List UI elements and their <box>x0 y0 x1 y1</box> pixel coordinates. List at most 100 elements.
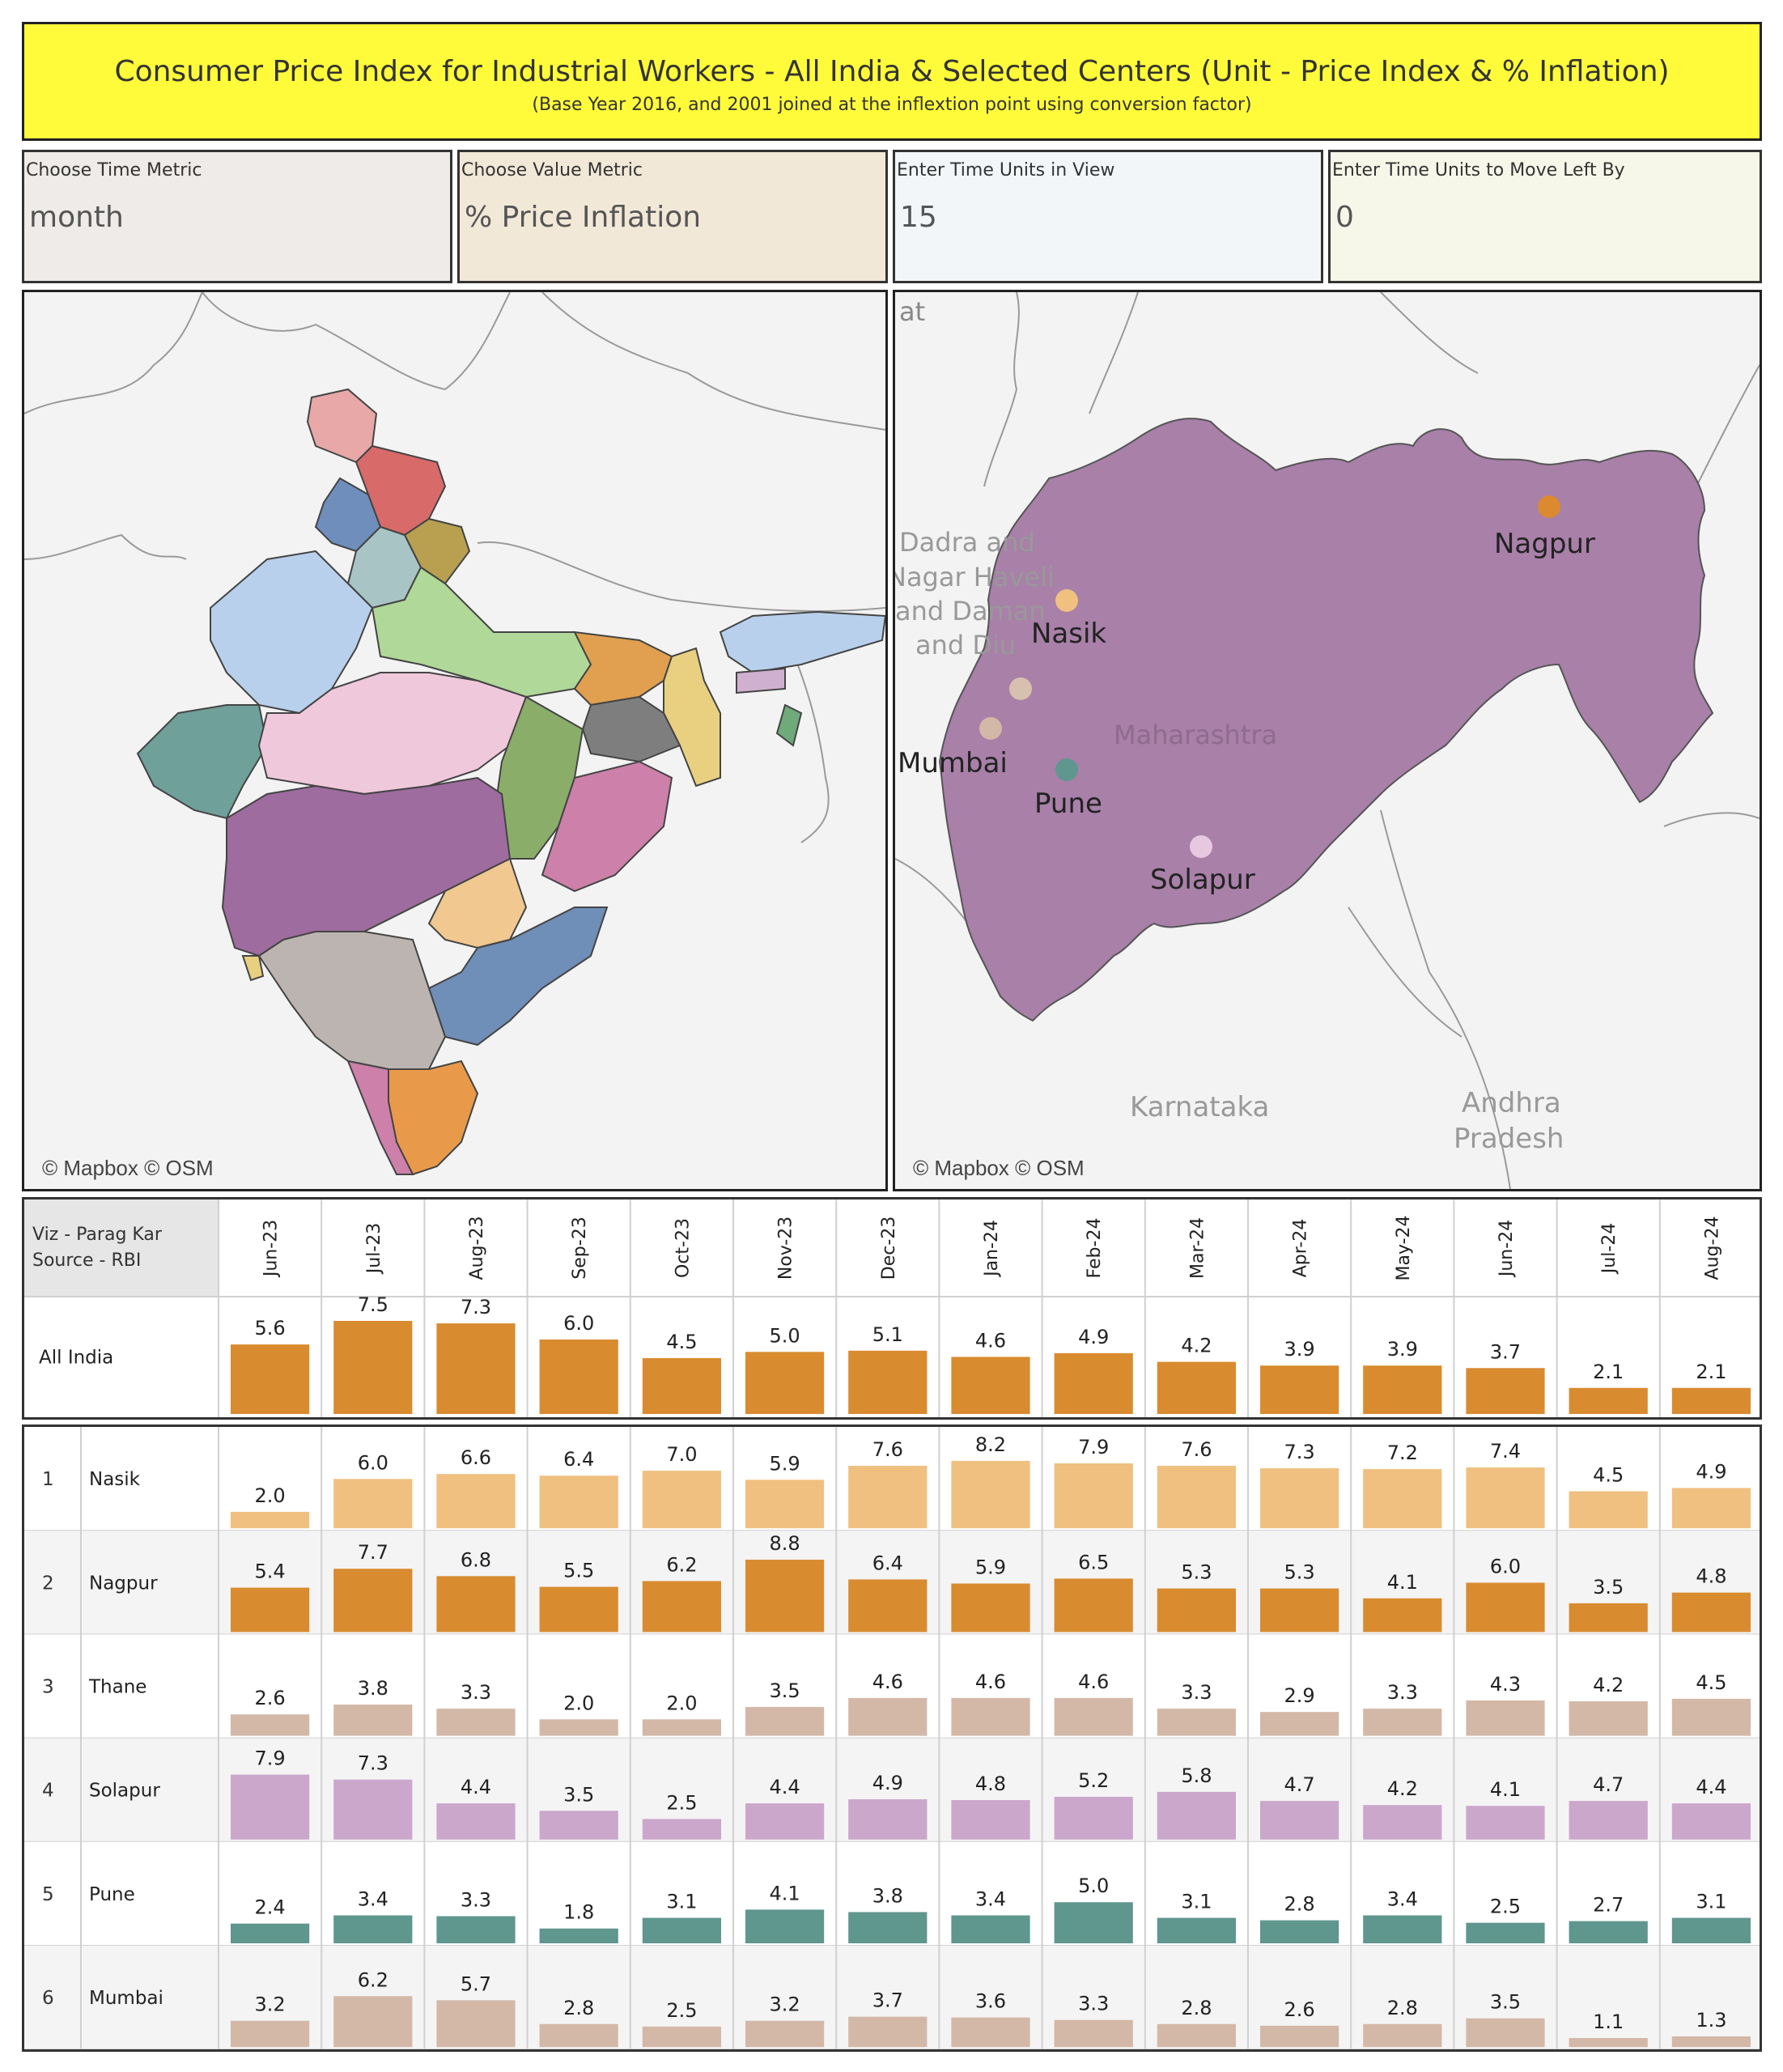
city-dot-mumbai[interactable] <box>979 717 1002 740</box>
india-map[interactable]: © Mapbox © OSM <box>22 290 888 1191</box>
city-dot-thane[interactable] <box>1009 677 1032 700</box>
bar-nasik[interactable] <box>1054 1463 1133 1529</box>
bar-solapur[interactable] <box>436 1803 516 1840</box>
bar-nasik[interactable] <box>951 1460 1030 1529</box>
bar-pune[interactable] <box>951 1915 1030 1943</box>
bar-thane[interactable] <box>951 1697 1030 1736</box>
bar-solapur[interactable] <box>1260 1801 1339 1840</box>
bar-solapur[interactable] <box>1157 1791 1236 1840</box>
bar-nasik[interactable] <box>1569 1491 1648 1529</box>
bar-thane[interactable] <box>539 1719 618 1736</box>
bar-nagpur[interactable] <box>539 1586 618 1633</box>
bar-solapur[interactable] <box>848 1799 928 1840</box>
bar-pune[interactable] <box>436 1916 516 1943</box>
city-dot-nasik[interactable] <box>1055 589 1078 612</box>
bar-mumbai[interactable] <box>436 2000 516 2048</box>
bar-pune[interactable] <box>1363 1915 1442 1943</box>
bar-nasik[interactable] <box>333 1479 413 1529</box>
bar-pune[interactable] <box>1054 1902 1133 1943</box>
bar-all-india[interactable] <box>1260 1365 1339 1414</box>
bar-all-india[interactable] <box>1671 1387 1751 1414</box>
bar-mumbai[interactable] <box>1363 2023 1442 2048</box>
bar-mumbai[interactable] <box>848 2016 928 2048</box>
bar-nasik[interactable] <box>1363 1469 1442 1529</box>
bar-nagpur[interactable] <box>333 1569 413 1633</box>
bar-nagpur[interactable] <box>1569 1603 1648 1633</box>
time-metric-input[interactable] <box>29 201 418 234</box>
bar-solapur[interactable] <box>1054 1797 1133 1840</box>
bar-all-india[interactable] <box>1569 1387 1648 1414</box>
city-dot-solapur[interactable] <box>1190 835 1212 858</box>
bar-solapur[interactable] <box>231 1774 310 1840</box>
bar-nagpur[interactable] <box>1260 1588 1339 1633</box>
bar-nasik[interactable] <box>745 1480 825 1529</box>
bar-solapur[interactable] <box>1569 1801 1648 1840</box>
bar-nasik[interactable] <box>436 1474 516 1529</box>
bar-all-india[interactable] <box>436 1323 516 1414</box>
bar-mumbai[interactable] <box>539 2023 618 2048</box>
bar-nagpur[interactable] <box>436 1576 516 1633</box>
bar-solapur[interactable] <box>951 1800 1030 1840</box>
bar-nasik[interactable] <box>1260 1468 1339 1529</box>
bar-all-india[interactable] <box>848 1350 928 1414</box>
bar-nagpur[interactable] <box>1671 1592 1751 1633</box>
bar-mumbai[interactable] <box>1466 2018 1545 2048</box>
time-units-view-input[interactable] <box>900 201 1288 234</box>
bar-pune[interactable] <box>1260 1920 1339 1943</box>
bar-nagpur[interactable] <box>848 1579 928 1633</box>
bar-mumbai[interactable] <box>1671 2036 1751 2048</box>
bar-mumbai[interactable] <box>1054 2019 1133 2048</box>
bar-mumbai[interactable] <box>1569 2038 1648 2048</box>
bar-thane[interactable] <box>1260 1712 1339 1736</box>
bar-all-india[interactable] <box>1466 1368 1545 1414</box>
bar-mumbai[interactable] <box>951 2017 1030 2048</box>
bar-nasik[interactable] <box>848 1466 928 1529</box>
bar-solapur[interactable] <box>539 1811 618 1840</box>
bar-pune[interactable] <box>539 1928 618 1943</box>
bar-nagpur[interactable] <box>1363 1598 1442 1633</box>
bar-pune[interactable] <box>231 1923 310 1943</box>
bar-nasik[interactable] <box>1671 1488 1751 1529</box>
value-metric-control[interactable]: Choose Value Metric <box>457 150 888 283</box>
bar-solapur[interactable] <box>642 1819 721 1840</box>
bar-pune[interactable] <box>1157 1917 1236 1943</box>
bar-solapur[interactable] <box>1466 1806 1545 1840</box>
bar-all-india[interactable] <box>333 1321 413 1414</box>
bar-all-india[interactable] <box>745 1352 825 1414</box>
bar-nasik[interactable] <box>642 1471 721 1529</box>
bar-nasik[interactable] <box>539 1475 618 1529</box>
bar-nasik[interactable] <box>231 1511 310 1529</box>
bar-thane[interactable] <box>1157 1709 1236 1736</box>
bar-mumbai[interactable] <box>1157 2023 1236 2048</box>
city-dot-pune[interactable] <box>1055 758 1078 781</box>
bar-thane[interactable] <box>1671 1698 1751 1736</box>
bar-all-india[interactable] <box>951 1357 1030 1414</box>
bar-all-india[interactable] <box>642 1358 721 1414</box>
bar-solapur[interactable] <box>333 1779 413 1840</box>
bar-nagpur[interactable] <box>1157 1588 1236 1633</box>
maharashtra-map[interactable]: at Dadra and Nagar Haveli and Daman and … <box>893 290 1762 1191</box>
bar-nagpur[interactable] <box>951 1583 1030 1633</box>
bar-all-india[interactable] <box>1157 1361 1236 1414</box>
bar-solapur[interactable] <box>1363 1805 1442 1840</box>
bar-nasik[interactable] <box>1466 1467 1545 1529</box>
bar-thane[interactable] <box>848 1697 928 1736</box>
value-metric-input[interactable] <box>465 201 853 234</box>
city-dot-nagpur[interactable] <box>1538 495 1560 518</box>
bar-mumbai[interactable] <box>642 2026 721 2048</box>
bar-pune[interactable] <box>1466 1922 1545 1943</box>
bar-all-india[interactable] <box>1363 1365 1442 1414</box>
bar-pune[interactable] <box>1671 1917 1751 1943</box>
bar-mumbai[interactable] <box>1260 2025 1339 2048</box>
bar-thane[interactable] <box>436 1709 516 1736</box>
bar-nagpur[interactable] <box>231 1587 310 1633</box>
bar-mumbai[interactable] <box>231 2020 310 2048</box>
bar-pune[interactable] <box>745 1909 825 1943</box>
bar-solapur[interactable] <box>745 1803 825 1840</box>
bar-thane[interactable] <box>1054 1697 1133 1736</box>
bar-pune[interactable] <box>333 1915 413 1943</box>
bar-nagpur[interactable] <box>745 1560 825 1633</box>
bar-solapur[interactable] <box>1671 1803 1751 1840</box>
bar-nagpur[interactable] <box>1054 1578 1133 1633</box>
bar-nagpur[interactable] <box>1466 1582 1545 1633</box>
